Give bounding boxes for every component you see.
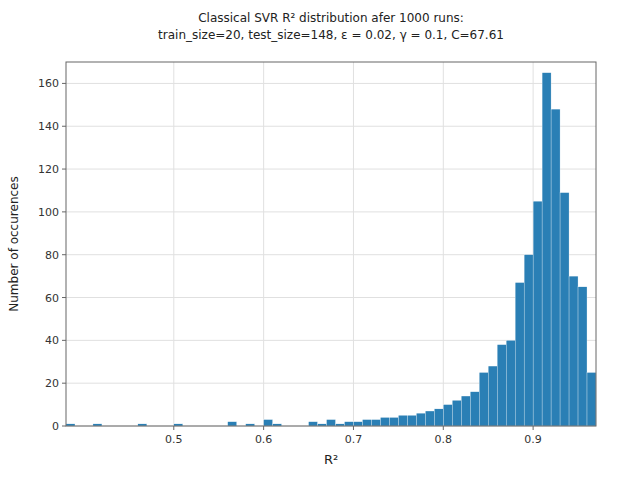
x-tick [533, 426, 534, 430]
bar [470, 392, 479, 426]
bar [560, 193, 569, 426]
grid-line-y [66, 169, 596, 170]
plot-area [66, 62, 596, 426]
y-tick-label: 40 [45, 334, 59, 347]
bar [542, 73, 551, 426]
y-tick [62, 383, 66, 384]
title-line: train_size=20, test_size=148, ε = 0.02, … [158, 28, 504, 42]
grid-line-x [443, 62, 444, 426]
bar [380, 417, 389, 426]
grid [66, 62, 596, 426]
y-axis-label: Number of occurences [7, 176, 21, 311]
x-tick-label: 0.6 [255, 433, 273, 446]
y-tick [62, 83, 66, 84]
y-tick-label: 0 [52, 420, 59, 433]
x-tick-label: 0.8 [435, 433, 453, 446]
x-tick [263, 426, 264, 430]
bar [551, 109, 560, 426]
y-tick-label: 140 [38, 120, 59, 133]
x-tick-label: 0.9 [524, 433, 542, 446]
bar [569, 276, 578, 426]
bar [264, 420, 273, 426]
bar [533, 201, 542, 426]
bar [587, 372, 596, 426]
grid-line-x [353, 62, 354, 426]
bar [524, 255, 533, 426]
bar [506, 340, 515, 426]
bar [416, 413, 425, 426]
x-tick [173, 426, 174, 430]
y-tick-label: 60 [45, 292, 59, 305]
y-tick [62, 126, 66, 127]
y-tick [62, 169, 66, 170]
y-tick [62, 340, 66, 341]
grid-line-y [66, 211, 596, 212]
bar [578, 287, 587, 426]
y-tick [62, 254, 66, 255]
bar [362, 420, 371, 426]
x-tick-label: 0.5 [165, 433, 183, 446]
plot-frame [66, 62, 596, 426]
y-tick-label: 80 [45, 249, 59, 262]
bar [479, 372, 488, 426]
y-tick-label: 20 [45, 377, 59, 390]
y-tick-label: 100 [38, 206, 59, 219]
chart: 0.5 0.6 0.7 0.8 0.9 0 20 40 60 80 100 120 140 160 R² Nu… [0, 0, 618, 478]
bar [497, 345, 506, 426]
y-tick-label: 120 [38, 163, 59, 176]
bar [353, 422, 362, 426]
bar [425, 411, 434, 426]
bar [327, 420, 336, 426]
bar [452, 400, 461, 426]
y-tick [62, 297, 66, 298]
x-tick [443, 426, 444, 430]
bar [407, 415, 416, 426]
bar [344, 422, 353, 426]
bar [371, 420, 380, 426]
y-tick [62, 426, 66, 427]
y-tick [62, 211, 66, 212]
bar [443, 405, 452, 426]
grid-line-y [66, 254, 596, 255]
bars [66, 73, 596, 426]
grid-line-y [66, 83, 596, 84]
x-tick-label: 0.7 [345, 433, 363, 446]
x-tick [353, 426, 354, 430]
bar [389, 417, 398, 426]
grid-line-y [66, 126, 596, 127]
y-tick-label: 160 [38, 77, 59, 90]
title: Classical SVR R² distribution afer 1000 … [158, 11, 504, 42]
axes: 0.5 0.6 0.7 0.8 0.9 0 20 40 60 80 100 120 140 160 [38, 77, 542, 446]
bar [488, 366, 497, 426]
bar [515, 283, 524, 426]
bar [461, 396, 470, 426]
bar [309, 422, 318, 426]
grid-line-x [173, 62, 174, 426]
bar [398, 415, 407, 426]
title-line: Classical SVR R² distribution afer 1000 … [198, 11, 464, 25]
bar [434, 409, 443, 426]
x-axis-label: R² [324, 452, 338, 467]
grid-line-x [263, 62, 264, 426]
bar [228, 422, 237, 426]
